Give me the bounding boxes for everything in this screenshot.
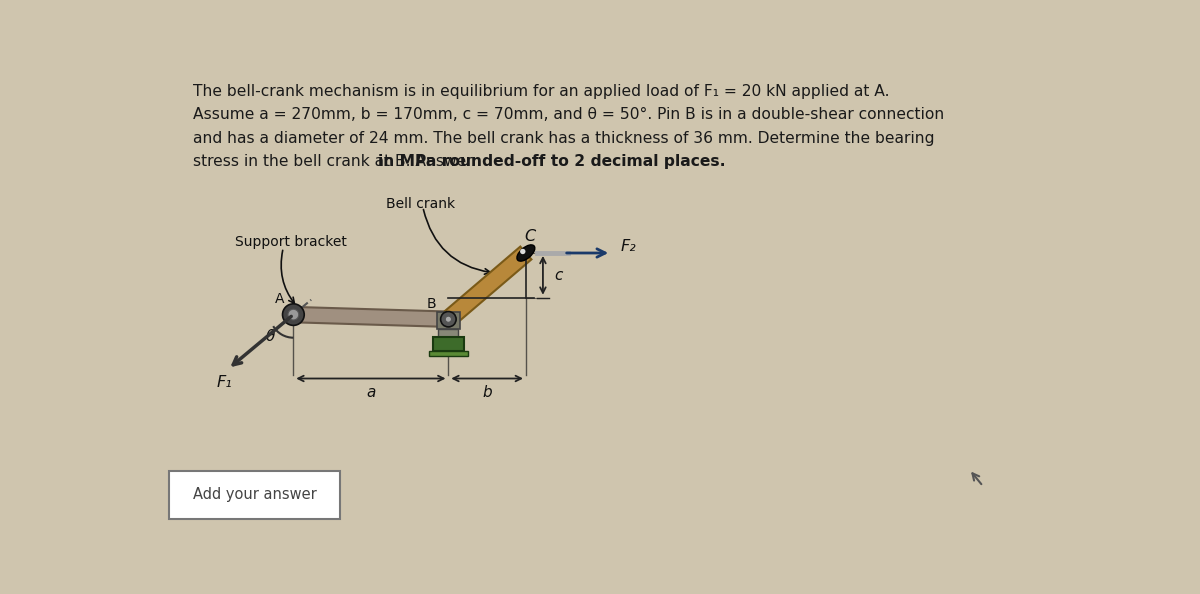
FancyBboxPatch shape	[169, 471, 340, 519]
Text: and has a diameter of 24 mm. The bell crank has a thickness of 36 mm. Determine : and has a diameter of 24 mm. The bell cr…	[193, 131, 934, 146]
Text: in MPa rounded-off to 2 decimal places.: in MPa rounded-off to 2 decimal places.	[378, 154, 726, 169]
Text: Bell crank: Bell crank	[386, 197, 456, 211]
Circle shape	[282, 304, 305, 326]
Text: stress in the bell crank at B. Answer: stress in the bell crank at B. Answer	[193, 154, 478, 169]
Circle shape	[445, 316, 451, 323]
Polygon shape	[293, 307, 449, 327]
Text: b: b	[482, 385, 492, 400]
Text: Add your answer: Add your answer	[193, 487, 317, 503]
Bar	[430, 351, 468, 356]
Text: A: A	[275, 292, 284, 306]
Text: θ: θ	[265, 328, 275, 344]
Text: The bell-crank mechanism is in equilibrium for an applied load of F₁ = 20 kN app: The bell-crank mechanism is in equilibri…	[193, 84, 889, 99]
Text: c: c	[554, 268, 563, 283]
Circle shape	[288, 309, 299, 320]
Text: a: a	[366, 385, 376, 400]
Text: B: B	[426, 297, 436, 311]
Circle shape	[520, 249, 526, 254]
Text: Assume a = 270mm, b = 170mm, c = 70mm, and θ = 50°. Pin B is in a double-shear c: Assume a = 270mm, b = 170mm, c = 70mm, a…	[193, 107, 944, 122]
Bar	[438, 330, 458, 337]
Circle shape	[440, 311, 456, 327]
Polygon shape	[443, 247, 532, 326]
Text: F₁: F₁	[216, 375, 232, 390]
Bar	[433, 337, 464, 351]
Bar	[437, 312, 460, 330]
Text: F₂: F₂	[620, 239, 636, 254]
Ellipse shape	[517, 245, 535, 261]
Text: C: C	[524, 229, 535, 244]
Text: Support bracket: Support bracket	[235, 235, 347, 249]
